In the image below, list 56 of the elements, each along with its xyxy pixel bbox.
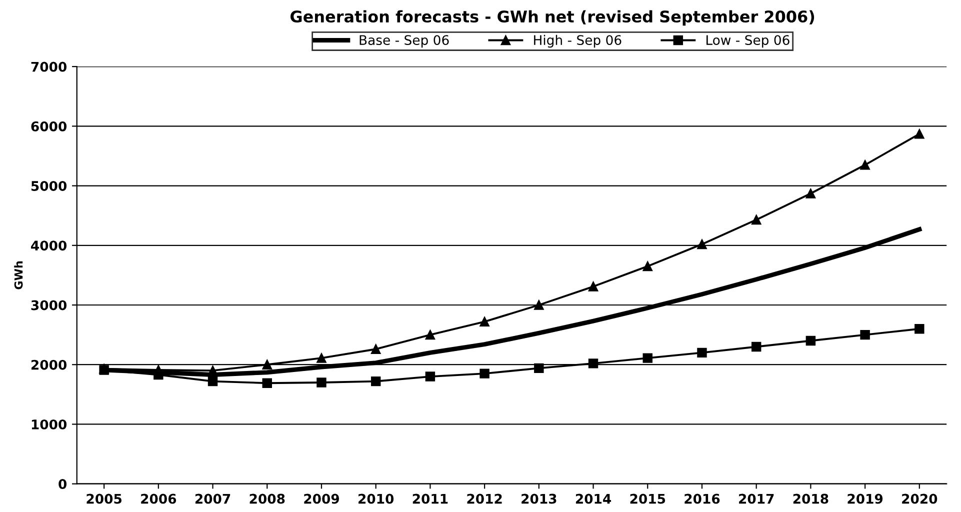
x-tick-label: 2019 bbox=[848, 494, 883, 504]
point bbox=[914, 324, 924, 334]
point bbox=[208, 376, 218, 386]
point bbox=[316, 378, 326, 388]
y-tick-label: 3000 bbox=[31, 300, 67, 310]
x-tick-label: 2008 bbox=[250, 494, 285, 504]
x-tick-label: 2015 bbox=[630, 494, 666, 504]
x-tick-label: 2012 bbox=[467, 494, 502, 504]
x-tick-label: 2020 bbox=[902, 494, 938, 504]
point bbox=[806, 188, 816, 198]
point bbox=[860, 330, 870, 340]
point bbox=[806, 336, 816, 346]
point bbox=[262, 378, 272, 388]
x-tick-label: 2007 bbox=[195, 494, 230, 504]
point bbox=[751, 342, 762, 352]
y-tick-label: 6000 bbox=[31, 121, 67, 132]
y-tick-label: 5000 bbox=[31, 181, 67, 191]
legend-label: Low - Sep 06 bbox=[706, 35, 790, 48]
x-tick-label: 2013 bbox=[522, 494, 556, 504]
point bbox=[425, 330, 436, 340]
x-tick-label: 2006 bbox=[141, 494, 176, 504]
point bbox=[370, 376, 381, 386]
x-tick-label: 2014 bbox=[576, 494, 612, 504]
point bbox=[262, 360, 272, 370]
x-tick-label: 2009 bbox=[304, 494, 340, 504]
x-tick-label: 2016 bbox=[684, 494, 720, 504]
y-tick-label: 2000 bbox=[31, 360, 67, 370]
point bbox=[642, 261, 652, 272]
point bbox=[534, 300, 544, 310]
point bbox=[534, 363, 544, 374]
point bbox=[370, 344, 381, 354]
point bbox=[751, 214, 762, 225]
point bbox=[316, 353, 326, 363]
point bbox=[860, 160, 870, 170]
y-tick-label: 0 bbox=[58, 479, 67, 490]
point bbox=[480, 316, 490, 327]
y-axis-title: GWh bbox=[14, 261, 23, 290]
point bbox=[480, 368, 490, 378]
legend-label: Base - Sep 06 bbox=[360, 35, 449, 48]
y-tick-label: 1000 bbox=[32, 419, 67, 430]
x-tick-label: 2017 bbox=[739, 494, 774, 504]
point bbox=[914, 129, 924, 139]
point bbox=[642, 353, 652, 363]
point bbox=[425, 372, 436, 382]
chart-title: Generation forecasts - GWh net (revised September 2006) bbox=[290, 10, 814, 26]
point bbox=[697, 348, 707, 358]
point bbox=[588, 282, 598, 292]
x-tick-label: 2018 bbox=[793, 494, 828, 504]
x-tick-label: 2005 bbox=[86, 494, 122, 504]
x-tick-label: 2010 bbox=[358, 494, 394, 504]
point bbox=[588, 358, 598, 368]
x-tick-label: 2011 bbox=[412, 494, 448, 504]
legend-label: High - Sep 06 bbox=[534, 34, 622, 48]
point bbox=[697, 239, 707, 250]
y-tick-label: 7000 bbox=[31, 62, 67, 72]
y-tick-label: 4000 bbox=[31, 240, 67, 251]
